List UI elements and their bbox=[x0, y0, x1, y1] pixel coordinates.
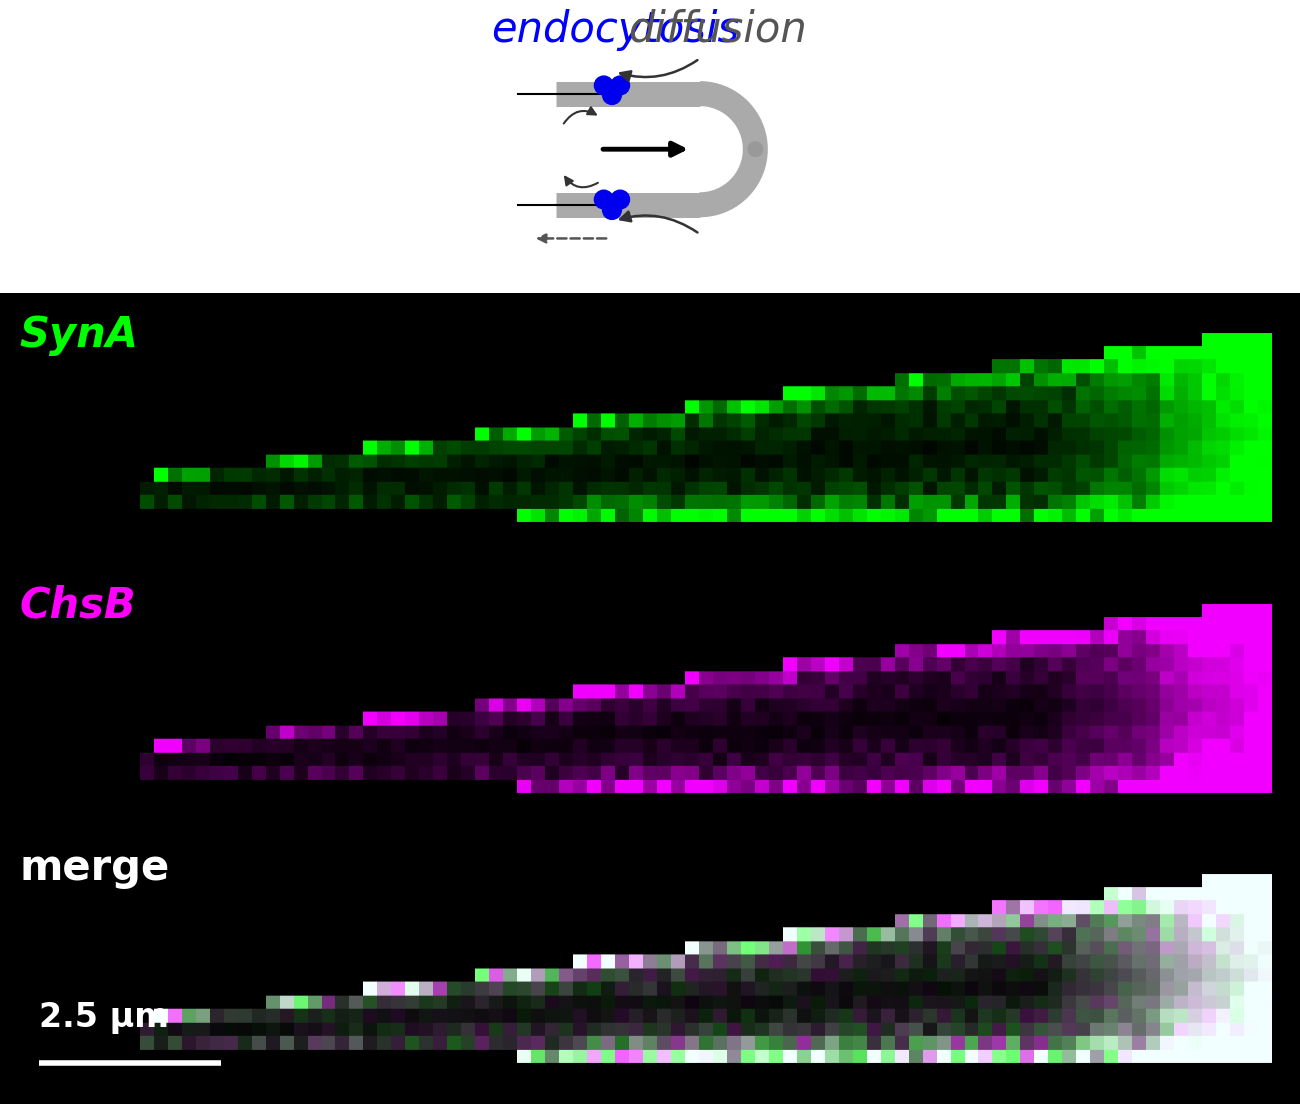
Text: 2.5 μm: 2.5 μm bbox=[39, 1000, 169, 1033]
Circle shape bbox=[611, 190, 629, 209]
Circle shape bbox=[594, 76, 614, 95]
Circle shape bbox=[603, 86, 621, 105]
Circle shape bbox=[594, 190, 614, 209]
Circle shape bbox=[747, 142, 763, 157]
Text: SynA: SynA bbox=[20, 315, 139, 357]
Circle shape bbox=[603, 201, 621, 220]
Text: merge: merge bbox=[20, 847, 170, 889]
Text: diffusion: diffusion bbox=[628, 9, 807, 51]
Text: ChsB: ChsB bbox=[20, 585, 136, 627]
Text: endocytosis: endocytosis bbox=[491, 9, 738, 51]
Circle shape bbox=[611, 76, 629, 95]
